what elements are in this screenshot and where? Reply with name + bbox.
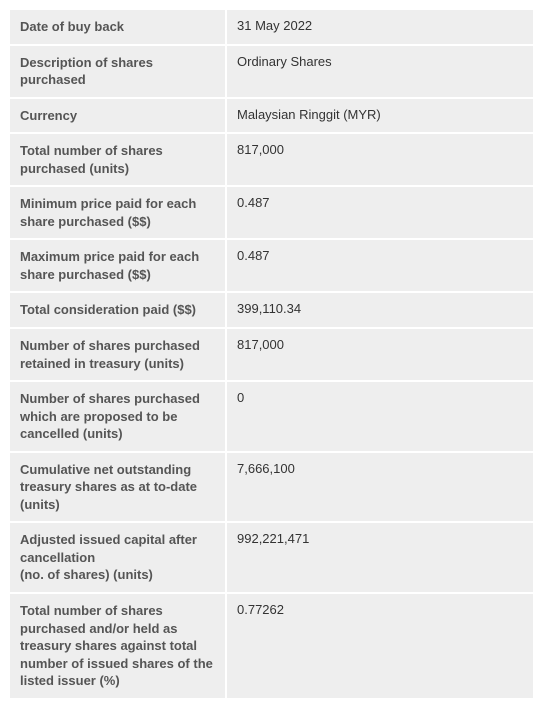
row-value: Ordinary Shares <box>227 46 533 97</box>
row-value: 7,666,100 <box>227 453 533 522</box>
row-label: Date of buy back <box>10 10 225 44</box>
row-value: 31 May 2022 <box>227 10 533 44</box>
row-value: 817,000 <box>227 134 533 185</box>
row-label: Description of shares purchased <box>10 46 225 97</box>
table-row: Minimum price paid for each share purcha… <box>10 187 533 238</box>
table-row: Maximum price paid for each share purcha… <box>10 240 533 291</box>
row-label: Maximum price paid for each share purcha… <box>10 240 225 291</box>
row-label: Currency <box>10 99 225 133</box>
table-row: Adjusted issued capital after cancellati… <box>10 523 533 592</box>
table-row: Number of shares purchased which are pro… <box>10 382 533 451</box>
table-body: Date of buy back31 May 2022Description o… <box>10 10 533 698</box>
row-value: 0.77262 <box>227 594 533 698</box>
table-row: Cumulative net outstanding treasury shar… <box>10 453 533 522</box>
table-row: Description of shares purchasedOrdinary … <box>10 46 533 97</box>
row-label: Total number of shares purchased and/or … <box>10 594 225 698</box>
row-value: Malaysian Ringgit (MYR) <box>227 99 533 133</box>
table-row: Total consideration paid ($$)399,110.34 <box>10 293 533 327</box>
row-value: 0.487 <box>227 240 533 291</box>
row-value: 399,110.34 <box>227 293 533 327</box>
row-label: Adjusted issued capital after cancellati… <box>10 523 225 592</box>
table-row: Number of shares purchased retained in t… <box>10 329 533 380</box>
row-label: Total consideration paid ($$) <box>10 293 225 327</box>
table-row: CurrencyMalaysian Ringgit (MYR) <box>10 99 533 133</box>
row-value: 992,221,471 <box>227 523 533 592</box>
table-row: Total number of shares purchased and/or … <box>10 594 533 698</box>
row-label: Number of shares purchased retained in t… <box>10 329 225 380</box>
table-row: Date of buy back31 May 2022 <box>10 10 533 44</box>
row-label: Cumulative net outstanding treasury shar… <box>10 453 225 522</box>
buyback-details-table: Date of buy back31 May 2022Description o… <box>8 8 535 700</box>
row-label: Total number of shares purchased (units) <box>10 134 225 185</box>
row-label: Minimum price paid for each share purcha… <box>10 187 225 238</box>
table-row: Total number of shares purchased (units)… <box>10 134 533 185</box>
row-value: 817,000 <box>227 329 533 380</box>
row-label: Number of shares purchased which are pro… <box>10 382 225 451</box>
row-value: 0.487 <box>227 187 533 238</box>
row-value: 0 <box>227 382 533 451</box>
